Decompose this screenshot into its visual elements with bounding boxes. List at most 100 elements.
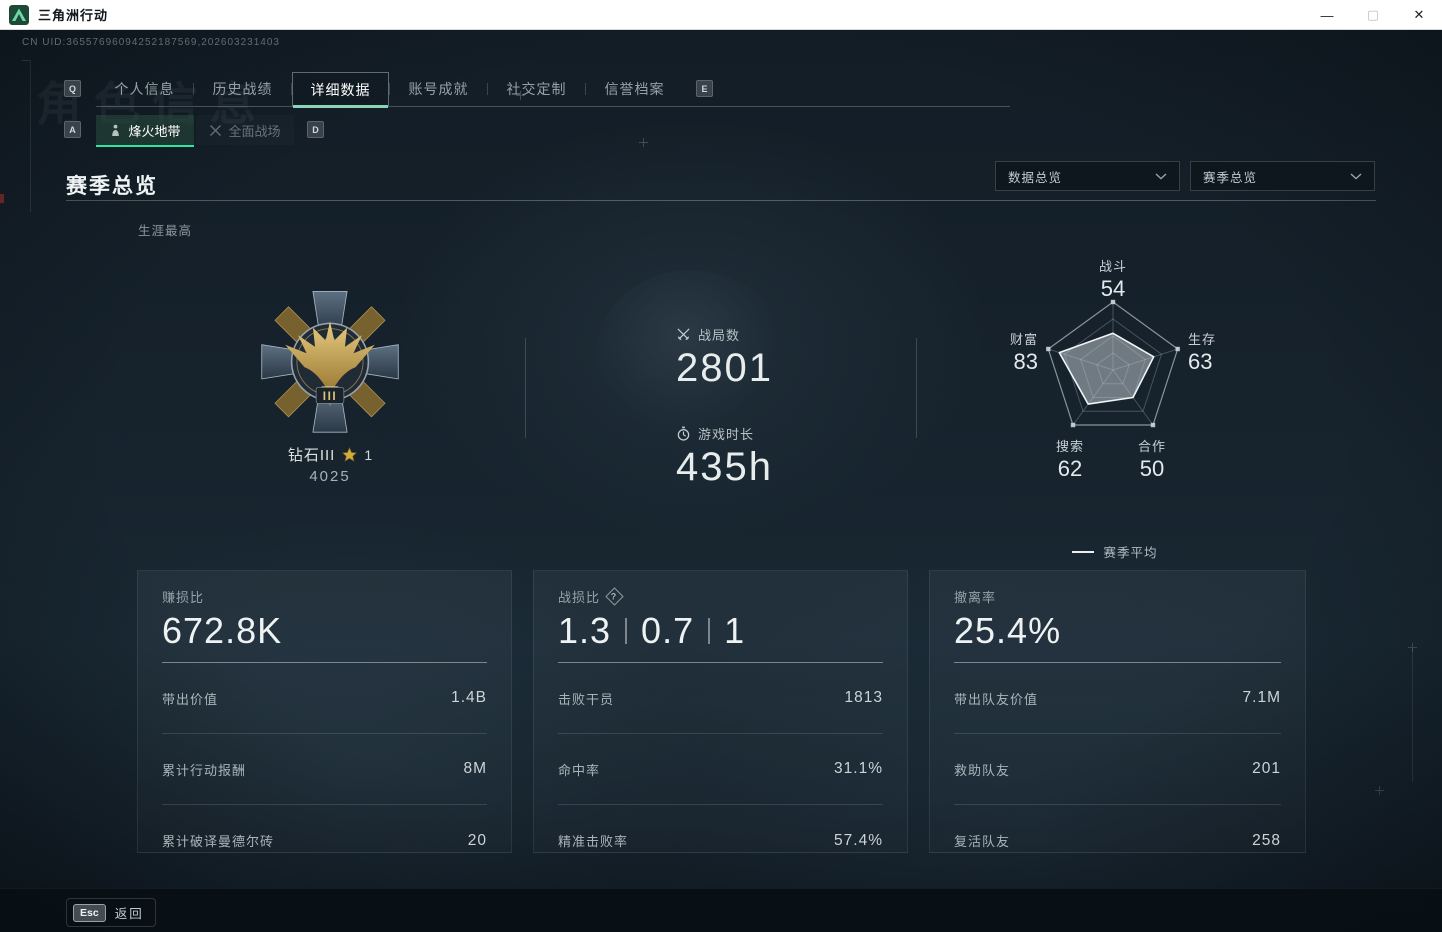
card-divider	[954, 662, 1281, 663]
legend-label: 赛季平均	[1103, 546, 1158, 560]
radar-axis-wealth: 财富 83	[1009, 332, 1038, 374]
radar-axis-survival: 生存 63	[1188, 332, 1217, 374]
playtime-value: 435h	[676, 445, 773, 489]
rank-star-count: 1	[364, 446, 373, 463]
card-big-value: 25.4%	[954, 610, 1062, 651]
hud-cross-marker	[1408, 643, 1417, 652]
tab-divider	[585, 83, 586, 95]
stat-row: 救助队友 201	[954, 734, 1281, 805]
battles-stat: 战局数 2801	[676, 325, 773, 391]
stopwatch-icon	[677, 426, 690, 441]
radar-series-polygon	[1058, 332, 1155, 405]
tab-divider	[291, 83, 292, 95]
rank-name: 钻石III	[287, 447, 336, 464]
card-extraction-rate: 撤离率 25.4% 带出队友价值 7.1M 救助队友 201 复活队友 258	[929, 570, 1306, 853]
rank-line: 钻石III 1	[230, 444, 430, 465]
hud-ruler-right	[1412, 648, 1413, 782]
tab-reputation[interactable]: 信誉档案	[586, 72, 683, 106]
page-title: 赛季总览	[66, 175, 158, 198]
subtab-label: 全面战场	[228, 123, 281, 139]
stat-row: 命中率 31.1%	[558, 734, 883, 805]
card-kd-ratio: 战损比 ? 1.3 0.7 1 击败干员 1813 命中率 31.1% 精准击败…	[533, 570, 908, 853]
hud-ruler-left	[22, 60, 31, 212]
key-hint-a: A	[64, 121, 81, 138]
footer-bar: Esc 返回	[0, 888, 1442, 932]
section-divider	[66, 200, 1376, 201]
card-big-value: 672.8K	[162, 610, 283, 651]
playtime-label: 游戏时长	[698, 427, 755, 442]
radar-vertex-marker	[1175, 346, 1180, 352]
battles-label: 战局数	[698, 328, 741, 343]
card-title: 战损比	[558, 590, 601, 605]
minimize-button[interactable]: —	[1320, 7, 1334, 23]
tab-divider	[193, 83, 194, 95]
card-divider	[162, 662, 487, 663]
main-tab-bar: Q 个人信息 历史战绩 详细数据 账号成就 社交定制 信誉档案 E	[0, 72, 1442, 108]
dropdown-season-overview[interactable]: 赛季总览	[1190, 161, 1375, 191]
key-hint-q: Q	[64, 80, 81, 97]
tab-social[interactable]: 社交定制	[488, 72, 585, 106]
career-highest-label: 生涯最高	[138, 224, 193, 238]
crossed-swords-icon	[677, 328, 690, 341]
subtab-full-battlefield[interactable]: 全面战场	[196, 115, 294, 145]
window-controls: — ▢ ✕	[1304, 0, 1442, 30]
tab-label: 详细数据	[310, 81, 371, 98]
rank-medal: III	[255, 285, 405, 445]
hud-cross-marker	[1375, 786, 1384, 795]
tab-label: 账号成就	[408, 81, 469, 97]
sub-tab-bar: A 烽火地带 全面战场 D	[0, 115, 1442, 147]
tab-history[interactable]: 历史战绩	[194, 72, 291, 106]
stat-row: 复活队友 258	[954, 831, 1281, 850]
hud-cross-marker	[516, 91, 525, 100]
chevron-down-icon	[1350, 172, 1362, 180]
tab-divider	[487, 83, 488, 95]
card-big-value: 1.3 0.7 1	[558, 610, 746, 651]
close-button[interactable]: ✕	[1413, 7, 1425, 22]
rank-score: 4025	[309, 468, 351, 485]
radar-axis-combat: 战斗 54	[1098, 259, 1127, 301]
card-divider	[558, 662, 883, 663]
legend-line-swatch	[1072, 550, 1095, 553]
tab-achievements[interactable]: 账号成就	[390, 72, 487, 106]
tab-label: 社交定制	[506, 81, 567, 97]
stat-row: 击败干员 1813	[558, 663, 883, 734]
dropdown-data-overview[interactable]: 数据总览	[995, 161, 1180, 191]
tab-label: 历史战绩	[212, 81, 273, 97]
help-icon[interactable]: ?	[605, 587, 624, 606]
tab-personal-info[interactable]: 个人信息	[96, 72, 193, 106]
radar-vertex-marker	[1046, 346, 1051, 352]
stat-row: 累计行动报酬 8M	[162, 734, 487, 805]
tab-detailed-data[interactable]: 详细数据	[292, 72, 389, 108]
radar-chart: 战斗 54 生存 63 合作 50 搜索 62 财富 83	[980, 248, 1260, 548]
vertical-divider	[525, 338, 526, 438]
rank-star-icon	[342, 447, 358, 462]
back-button[interactable]: Esc 返回	[66, 898, 156, 927]
crossed-rifles-icon	[210, 124, 222, 136]
chevron-down-icon	[1155, 172, 1167, 180]
tab-bar-underline	[96, 106, 1010, 107]
hud-cross-marker	[639, 138, 648, 147]
tab-divider	[389, 83, 390, 95]
dropdown-value: 数据总览	[1008, 170, 1063, 185]
stat-row: 带出队友价值 7.1M	[954, 663, 1281, 734]
medal-tier-text: III	[323, 390, 338, 403]
subtab-label: 烽火地带	[128, 123, 181, 139]
radar-axis-cooperation: 合作 50	[1137, 439, 1166, 481]
radar-vertex-marker	[1110, 299, 1116, 305]
back-label: 返回	[114, 907, 144, 921]
window-title: 三角洲行动	[38, 8, 109, 23]
background-dome-glow	[596, 270, 786, 440]
stat-row: 累计破译曼德尔砖 20	[162, 831, 487, 850]
card-title: 撤离率	[954, 590, 997, 605]
vertical-divider	[916, 338, 917, 438]
key-hint-e: E	[696, 80, 713, 97]
value-divider	[708, 618, 711, 644]
maximize-button[interactable]: ▢	[1366, 7, 1380, 22]
playtime-stat: 游戏时长 435h	[676, 424, 773, 490]
card-profit-ratio: 赚损比 672.8K 带出价值 1.4B 累计行动报酬 8M 累计破译曼德尔砖 …	[137, 570, 512, 853]
subtab-fire-zone[interactable]: 烽火地带	[96, 115, 194, 147]
battles-value: 2801	[676, 346, 773, 390]
radar-grid-ring	[1047, 301, 1179, 426]
dropdown-value: 赛季总览	[1203, 170, 1258, 185]
